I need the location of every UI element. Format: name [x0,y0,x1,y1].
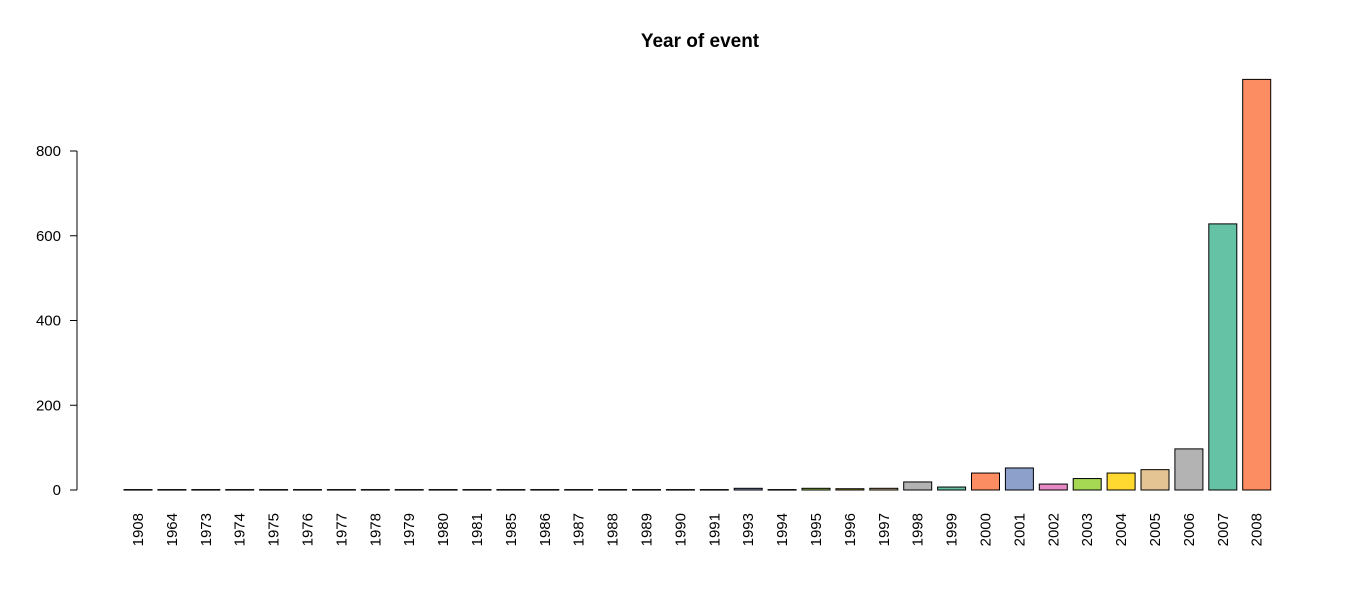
x-tick-label: 1993 [740,513,757,546]
x-tick-label: 2004 [1113,513,1130,546]
x-tick-label: 1991 [706,513,723,546]
y-tick-label: 400 [36,313,61,330]
bar-2007 [1208,223,1238,491]
bar-1993 [733,487,763,491]
x-tick-label: 1998 [910,513,927,546]
bar-1979 [394,489,424,491]
bar-1996 [835,488,865,491]
bar-2003 [1072,478,1102,491]
bar-1987 [564,489,594,491]
x-tick-label: 2006 [1181,513,1198,546]
bar-1974 [225,489,255,491]
x-tick-label: 1994 [774,513,791,546]
x-tick-label: 1986 [537,513,554,546]
bar-1964 [157,489,187,491]
bar-1976 [293,489,322,491]
bar-1977 [326,489,356,491]
x-axis-labels: 1908 1964 1973 1974 1975 1976 1977 1978 1979 1980… [130,513,1266,546]
x-tick-label: 1974 [232,513,249,546]
x-tick-label: 1997 [876,513,893,546]
y-tick-label: 0 [53,482,61,499]
x-tick-label: 1995 [808,513,825,546]
x-tick-label: 1975 [266,513,283,546]
y-tick-label: 200 [36,397,61,414]
x-tick-label: 2001 [1011,513,1028,546]
x-tick-label: 1964 [164,513,181,546]
x-tick-label: 1976 [300,513,317,546]
bar-1988 [598,489,628,491]
x-tick-label: 1988 [605,513,622,546]
x-tick-label: 2003 [1079,513,1096,546]
bar-1999 [937,486,967,491]
bar-1986 [530,489,560,491]
bar-1981 [462,489,492,491]
x-tick-label: 1981 [469,513,486,546]
x-tick-label: 1908 [130,513,147,546]
bar-2000 [971,472,1000,491]
bar-1998 [903,481,933,491]
bar-1991 [699,489,729,491]
y-axis: 0 200 400 600 800 [36,143,78,499]
x-tick-label: 1980 [435,513,452,546]
bar-1973 [191,489,221,491]
bar-1985 [496,489,526,491]
x-tick-label: 2007 [1215,513,1232,546]
x-tick-label: 2002 [1045,513,1062,546]
x-tick-label: 1990 [672,513,689,546]
bar-1989 [632,489,661,491]
x-tick-label: 1977 [333,513,350,546]
bar-2001 [1004,467,1034,491]
x-tick-label: 1973 [198,513,215,546]
bar-1990 [665,489,695,491]
bar-2002 [1038,483,1068,491]
x-tick-label: 2000 [978,513,995,546]
bar-1978 [360,489,390,491]
x-tick-label: 1979 [401,513,418,546]
bar-2005 [1140,469,1170,491]
x-tick-label: 1978 [367,513,384,546]
bar-2006 [1174,448,1204,491]
x-tick-label: 2005 [1147,513,1164,546]
x-tick-label: 1999 [944,513,961,546]
x-tick-label: 1985 [503,513,520,546]
bar-1995 [801,487,831,491]
bar-1975 [259,489,289,491]
bar-2008 [1242,78,1272,491]
bar-1997 [869,487,899,491]
y-tick-label: 600 [36,228,61,245]
x-tick-label: 1987 [571,513,588,546]
x-tick-label: 1989 [639,513,656,546]
y-tick-label: 800 [36,143,61,160]
chart-title: Year of event [641,31,760,52]
bars [123,78,1272,491]
x-tick-label: 1996 [842,513,859,546]
bar-1994 [767,489,797,491]
x-tick-label: 2008 [1249,513,1266,546]
bar-2004 [1106,472,1136,491]
bar-1908 [123,489,153,491]
bar-1980 [428,489,458,491]
